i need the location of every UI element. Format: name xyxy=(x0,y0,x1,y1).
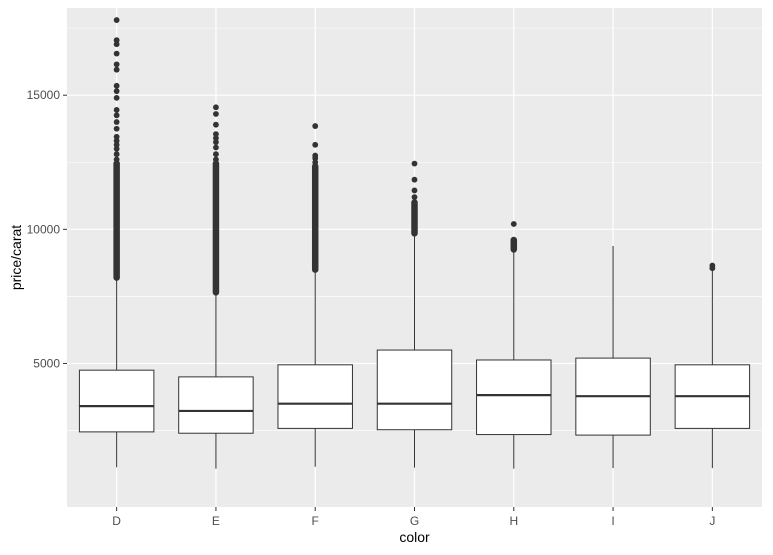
box-group-I xyxy=(575,245,651,469)
x-axis-title: color xyxy=(399,529,430,545)
outlier-point xyxy=(213,160,219,167)
box xyxy=(476,359,552,436)
x-tick-label: F xyxy=(312,514,319,528)
x-tick-label: J xyxy=(709,514,715,528)
outlier-point xyxy=(113,17,120,23)
box-group-F xyxy=(277,123,353,467)
outlier-point xyxy=(113,41,120,48)
box xyxy=(277,364,353,429)
outlier-point xyxy=(510,237,517,243)
outlier-point xyxy=(213,131,219,137)
outlier-point xyxy=(510,221,517,227)
x-tick-label: D xyxy=(112,514,121,528)
y-tick-label: 10000 xyxy=(27,222,61,236)
outlier-point xyxy=(113,61,120,68)
y-axis-title: price/carat xyxy=(8,225,24,290)
outlier-point xyxy=(213,135,219,142)
outlier-point xyxy=(213,144,219,151)
box-group-E xyxy=(178,104,254,469)
outlier-point xyxy=(510,241,517,247)
outlier-point xyxy=(213,104,219,111)
outlier-point xyxy=(113,82,120,89)
outlier-point xyxy=(113,125,120,132)
outlier-point xyxy=(213,151,219,158)
box-group-J xyxy=(674,262,751,469)
outlier-point xyxy=(113,112,120,119)
outlier-point xyxy=(213,156,219,163)
box-group-H xyxy=(476,221,552,469)
outlier-point xyxy=(113,37,120,44)
box xyxy=(376,349,453,431)
outlier-point xyxy=(312,155,319,162)
outlier-point xyxy=(213,139,219,146)
outlier-point xyxy=(113,94,120,101)
outlier-point xyxy=(113,133,120,140)
outlier-point xyxy=(113,156,120,163)
outlier-point xyxy=(113,141,120,148)
box-layer xyxy=(78,17,751,469)
outlier-point xyxy=(312,163,319,170)
x-tick-label: H xyxy=(509,514,518,528)
outlier-point xyxy=(113,137,120,144)
box xyxy=(178,376,254,434)
outlier-point xyxy=(113,151,120,158)
outlier-point xyxy=(312,141,319,148)
x-tick-label: G xyxy=(410,514,419,528)
outlier-point xyxy=(411,187,418,194)
outlier-point xyxy=(411,176,418,183)
outlier-point xyxy=(411,199,418,206)
outlier-point xyxy=(213,121,219,128)
outlier-point xyxy=(709,265,716,272)
axes: 5000 10000 15000 D E F G H I J xyxy=(27,88,716,528)
outlier-point xyxy=(113,107,120,113)
outlier-point xyxy=(411,194,418,201)
outlier-point xyxy=(312,159,319,166)
box-group-D xyxy=(78,17,155,468)
x-tick-label: E xyxy=(212,514,220,528)
outlier-point xyxy=(213,111,219,117)
outlier-point xyxy=(113,145,120,152)
outlier-point xyxy=(113,66,120,73)
outlier-point xyxy=(312,123,319,129)
outlier-point xyxy=(113,160,120,167)
outlier-point xyxy=(113,119,120,125)
outlier-point xyxy=(113,50,120,57)
y-tick-label: 15000 xyxy=(27,88,61,102)
outlier-point xyxy=(113,88,120,95)
outlier-point xyxy=(411,160,418,167)
y-tick-label: 5000 xyxy=(33,356,60,370)
x-tick-label: I xyxy=(611,514,614,528)
box xyxy=(78,369,155,433)
box-group-G xyxy=(376,160,453,468)
